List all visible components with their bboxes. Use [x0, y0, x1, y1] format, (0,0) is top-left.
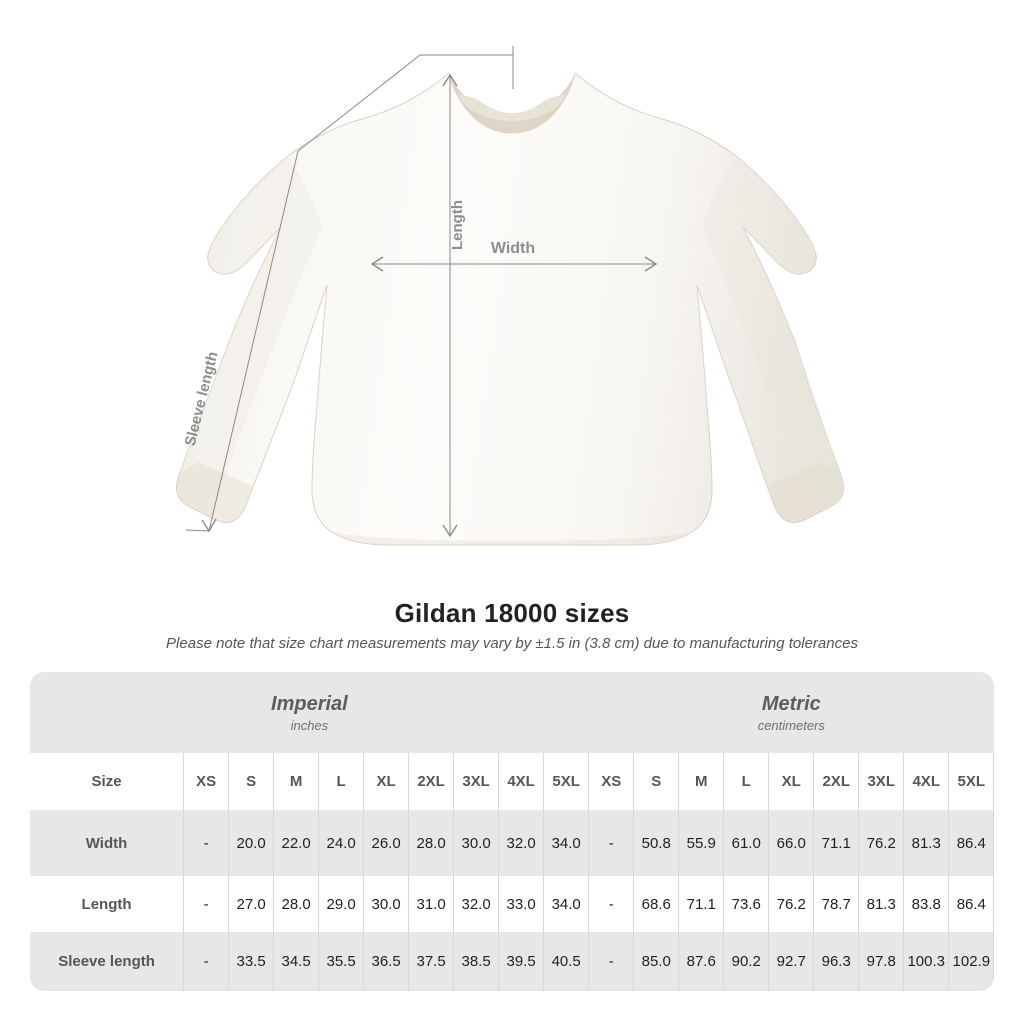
svg-text:Length: Length	[449, 200, 466, 250]
svg-text:Width: Width	[491, 240, 535, 257]
